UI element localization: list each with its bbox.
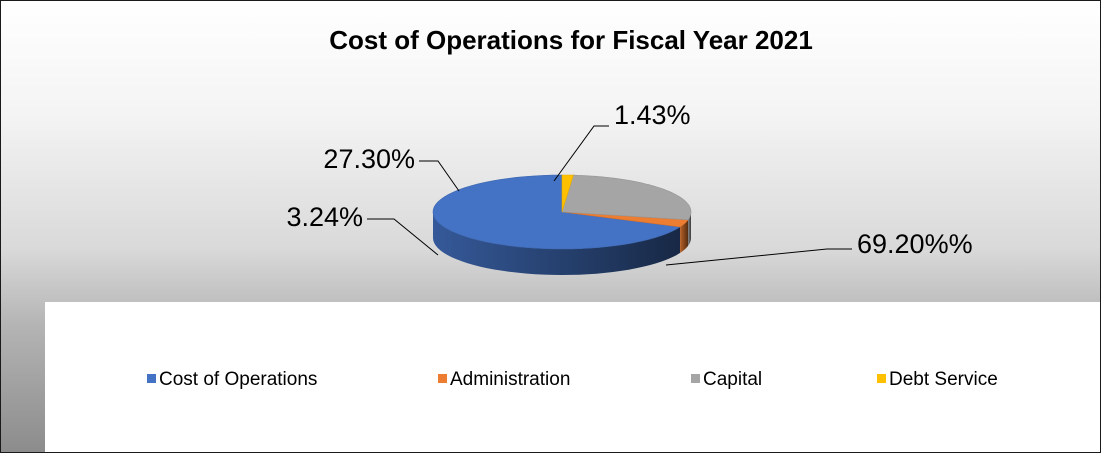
pie-slice-cost-of-operations xyxy=(432,174,682,250)
pie-slice-side xyxy=(433,212,681,275)
legend-label: Cost of Operations xyxy=(159,369,317,390)
legend-swatch xyxy=(691,374,700,383)
pie-slice-capital xyxy=(561,174,692,221)
pie-slice-side xyxy=(688,212,691,246)
leader-lines xyxy=(367,125,852,266)
legend-item-cost-of-operations: Cost of Operations xyxy=(147,369,317,390)
leader-line xyxy=(665,248,852,266)
pie-slices xyxy=(432,174,692,275)
legend-label: Capital xyxy=(703,369,762,390)
leader-line xyxy=(419,160,460,192)
data-label-capital: 27.30% xyxy=(323,144,415,174)
data-label-administration: 3.24% xyxy=(286,202,363,232)
pie-slice-administration xyxy=(561,211,689,228)
legend-label: Administration xyxy=(450,369,570,390)
leader-line xyxy=(367,218,439,256)
data-labels: 69.20%% 3.24% 27.30% 1.43% xyxy=(286,100,972,259)
legend-swatch xyxy=(877,374,886,383)
legend: Cost of Operations Administration Capital D… xyxy=(147,369,998,390)
pie-slice-side xyxy=(680,219,689,253)
chart-title: Cost of Operations for Fiscal Year 2021 xyxy=(329,25,813,55)
leader-line xyxy=(553,125,609,182)
legend-item-capital: Capital xyxy=(691,369,762,390)
legend-swatch xyxy=(438,374,447,383)
pie-slice-debt-service xyxy=(561,174,574,213)
legend-panel xyxy=(45,302,1100,452)
legend-item-debt-service: Debt Service xyxy=(877,369,998,390)
legend-item-administration: Administration xyxy=(438,369,570,390)
legend-label: Debt Service xyxy=(889,369,998,390)
data-label-cost-of-operations: 69.20%% xyxy=(857,229,973,259)
data-label-debt-service: 1.43% xyxy=(614,100,691,130)
legend-swatch xyxy=(147,374,156,383)
